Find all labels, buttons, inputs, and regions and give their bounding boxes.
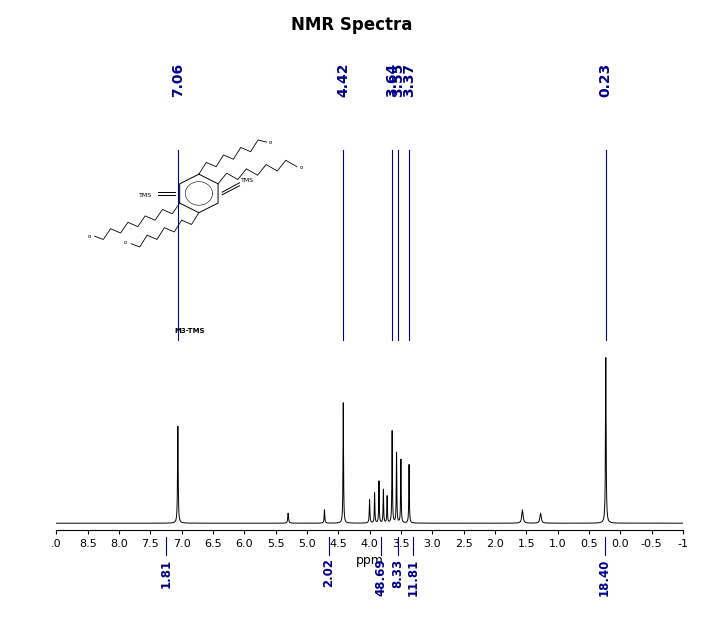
Text: 8.33: 8.33 [391, 558, 404, 588]
Text: 2.02: 2.02 [322, 558, 335, 587]
Text: o: o [124, 240, 127, 245]
Text: o: o [87, 235, 91, 240]
Text: 4.42: 4.42 [337, 62, 351, 97]
Text: NMR Spectra: NMR Spectra [291, 16, 413, 34]
Text: 3.64: 3.64 [385, 62, 399, 97]
X-axis label: ppm: ppm [356, 553, 384, 567]
Text: TMS: TMS [241, 178, 254, 183]
Text: 18.40: 18.40 [598, 558, 611, 596]
Text: 48.69: 48.69 [375, 558, 387, 596]
Text: 0.23: 0.23 [599, 62, 612, 97]
Text: 7.06: 7.06 [171, 62, 185, 97]
Text: 1.81: 1.81 [160, 558, 172, 588]
Text: o: o [299, 165, 303, 170]
Text: M3-TMS: M3-TMS [175, 328, 205, 333]
Text: 11.81: 11.81 [407, 558, 420, 596]
Text: 3.55: 3.55 [391, 62, 405, 97]
Text: o: o [269, 140, 272, 145]
Text: TMS: TMS [139, 193, 151, 198]
Text: 3.37: 3.37 [402, 62, 416, 97]
